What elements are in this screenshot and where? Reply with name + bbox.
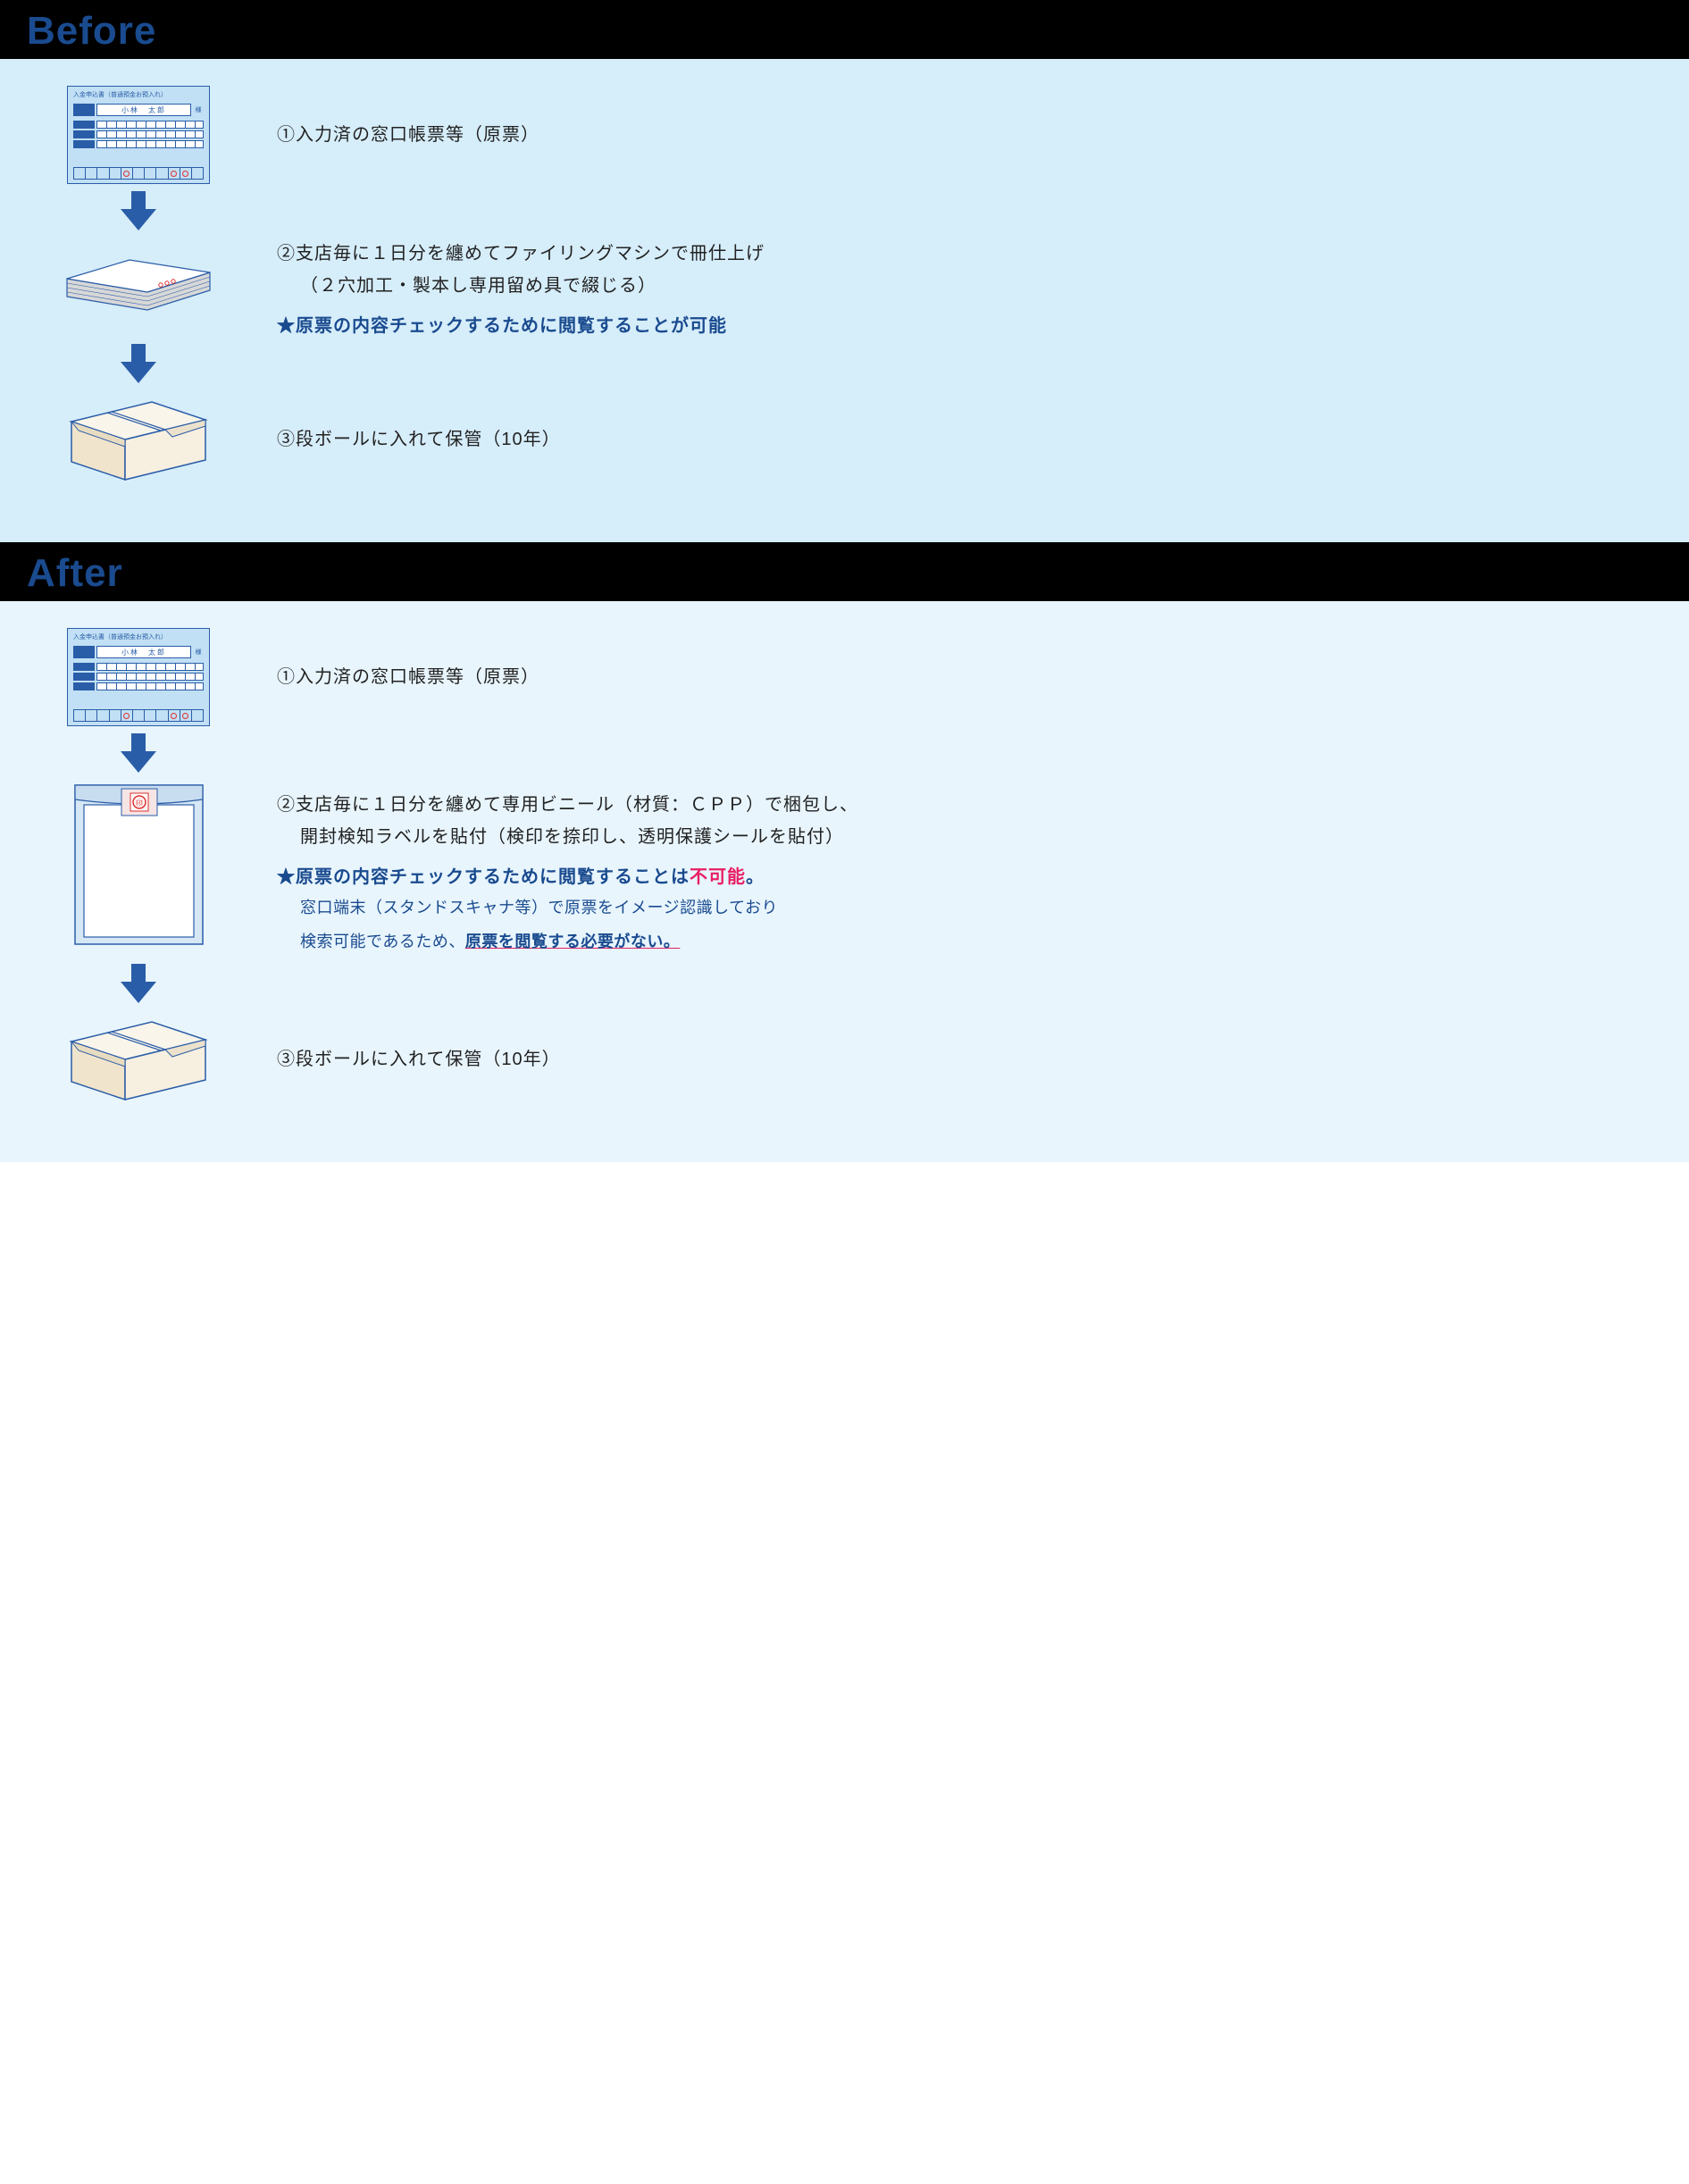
before-section: Before 入金申込書（普通預金お預入れ） 小林 太郎 様 [0,0,1689,542]
before-row-1: 入金申込書（普通預金お預入れ） 小林 太郎 様 [36,86,1653,184]
before-header-title: Before [27,9,1662,54]
arrow-down-icon [121,191,156,230]
form-slip-icon: 入金申込書（普通預金お預入れ） 小林 太郎 様 [36,86,241,184]
after-sub-line2: 検索可能であるため、原票を閲覧する必要がない。 [277,927,1653,956]
after-step2-line1: ②支店毎に１日分を纏めて専用ビニール（材質：ＣＰＰ）で梱包し、 [277,789,1653,821]
before-step2-line2: （２穴加工・製本し専用留め具で綴じる） [277,270,1653,302]
after-section: After 入金申込書（普通預金お預入れ） 小林 太郎 様 [0,542,1689,1162]
after-row-3: ③段ボールに入れて保管（10年） [36,1010,1653,1109]
cardboard-box-icon [36,1010,241,1109]
before-star-text: ★原票の内容チェックするために閲覧することが可能 [277,311,1653,337]
seal-char: ㊞ [135,799,143,807]
form-title: 入金申込書（普通預金お預入れ） [73,90,167,99]
before-step3-text: ③段ボールに入れて保管（10年） [277,423,1653,456]
after-sub-line1: 窓口端末（スタンドスキャナ等）で原票をイメージ認識しており [277,893,1653,922]
after-star-prefix: ★原票の内容チェックするために閲覧することは [277,867,690,887]
before-header-bar: Before [0,0,1689,59]
form-name: 小林 太郎 [96,104,191,116]
after-step3-text: ③段ボールに入れて保管（10年） [277,1043,1653,1075]
cardboard-box-icon [36,390,241,489]
after-row-2: ㊞ ②支店毎に１日分を纏めて専用ビニール（材質：ＣＰＰ）で梱包し、 開封検知ラベ… [36,780,1653,957]
sealed-envelope-icon: ㊞ [36,780,241,950]
arrow-down-icon [121,733,156,773]
before-step2-line1: ②支店毎に１日分を纏めてファイリングマシンで冊仕上げ [277,238,1653,270]
before-row-2: ②支店毎に１日分を纏めてファイリングマシンで冊仕上げ （２穴加工・製本し専用留め… [36,238,1653,337]
after-header-bar: After [0,542,1689,601]
paper-stack-icon [36,247,241,328]
arrow-down-icon [121,964,156,1003]
arrow-down-icon [121,344,156,383]
form-slip: 入金申込書（普通預金お預入れ） 小林 太郎 様 [67,628,210,726]
after-content: 入金申込書（普通預金お預入れ） 小林 太郎 様 [0,601,1689,1162]
after-step1-text: ①入力済の窓口帳票等（原票） [277,661,1653,693]
after-sub-line2-prefix: 検索可能であるため、 [300,933,465,950]
after-star-text: ★原票の内容チェックするために閲覧することは不可能。 [277,862,1653,888]
after-step2-line2: 開封検知ラベルを貼付（検印を捺印し、透明保護シールを貼付） [277,821,1653,853]
before-row-3: ③段ボールに入れて保管（10年） [36,390,1653,489]
before-content: 入金申込書（普通預金お預入れ） 小林 太郎 様 [0,59,1689,542]
before-step1-text: ①入力済の窓口帳票等（原票） [277,119,1653,151]
after-header-title: After [27,551,1662,596]
form-slip-icon: 入金申込書（普通預金お預入れ） 小林 太郎 様 [36,628,241,726]
after-star-red: 不可能 [690,867,746,887]
after-sub-line2-underlined: 原票を閲覧する必要がない。 [465,933,681,950]
form-sama: 様 [193,105,204,114]
form-sama: 様 [193,648,204,657]
form-title: 入金申込書（普通預金お預入れ） [73,632,167,641]
form-slip: 入金申込書（普通預金お預入れ） 小林 太郎 様 [67,86,210,184]
form-name: 小林 太郎 [96,646,191,658]
after-row-1: 入金申込書（普通預金お預入れ） 小林 太郎 様 [36,628,1653,726]
after-star-suffix: 。 [746,867,765,887]
